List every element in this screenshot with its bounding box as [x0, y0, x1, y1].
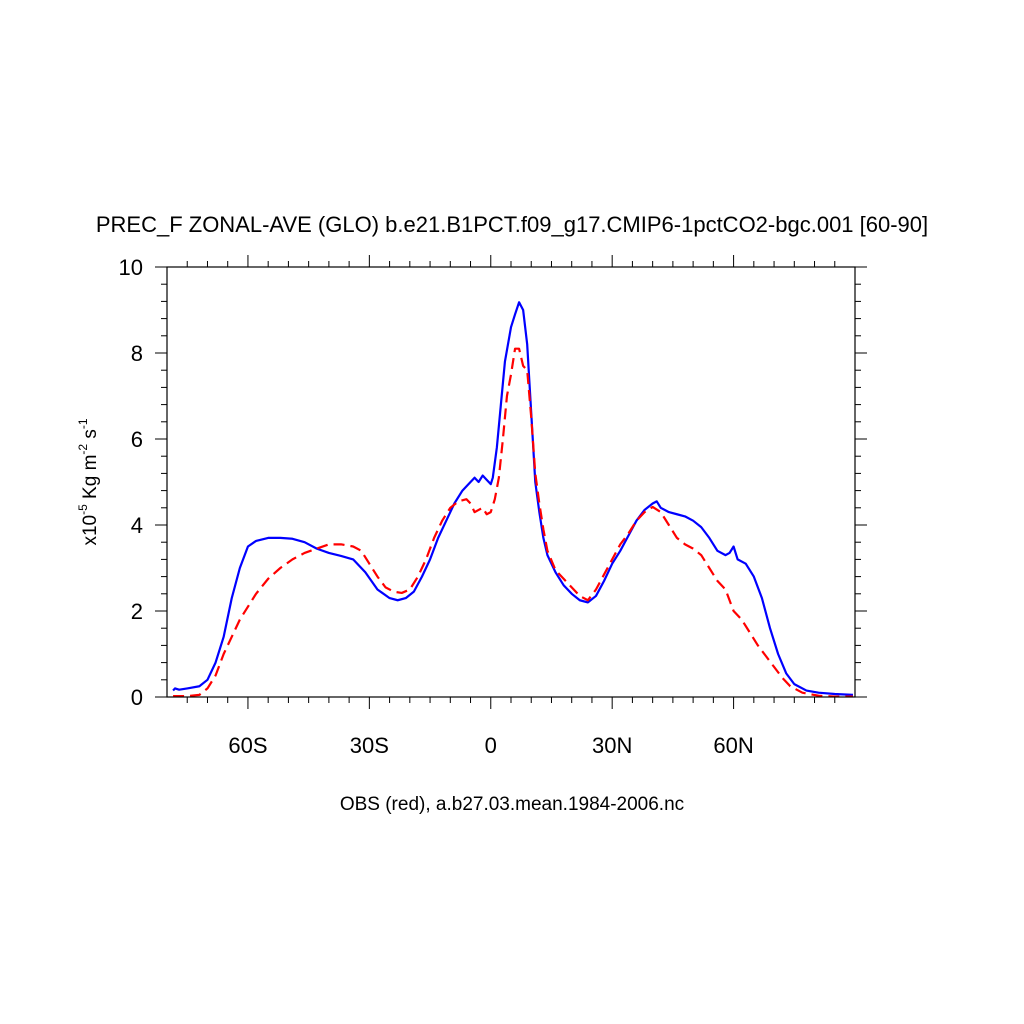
x-tick-label: 0	[485, 733, 497, 758]
y-axis-label-prefix: x10	[80, 515, 101, 546]
y-axis-label-units-a: Kg m	[80, 455, 101, 505]
series-line-1	[173, 347, 853, 697]
series-layer	[172, 301, 854, 697]
y-tick-label: 2	[131, 599, 143, 624]
x-tick-label: 60N	[713, 733, 753, 758]
y-tick-label: 8	[131, 341, 143, 366]
x-axis-label: OBS (red), a.b27.03.mean.1984-2006.nc	[340, 794, 684, 815]
x-tick-label: 30S	[350, 733, 389, 758]
chart-title: PREC_F ZONAL-AVE (GLO) b.e21.B1PCT.f09_g…	[96, 212, 928, 237]
series-line-0	[172, 301, 854, 696]
y-tick-label: 10	[119, 255, 143, 280]
y-axis-label-exponent: -5	[76, 504, 90, 515]
y-axis-label-exponent-b: -2	[76, 444, 90, 455]
y-axis-label-units-b: s	[80, 429, 101, 444]
y-tick-label: 0	[131, 685, 143, 710]
axis-layer: 0 2 4 6 8 10 60S 30S 0 30N 60N	[119, 255, 867, 758]
plot-area	[172, 301, 854, 697]
x-tick-label: 60S	[228, 733, 267, 758]
y-tick-label: 6	[131, 427, 143, 452]
x-tick-label: 30N	[592, 733, 632, 758]
y-axis-label-exponent-c: -1	[76, 418, 90, 429]
y-tick-label: 4	[131, 513, 143, 538]
y-axis-label: x10-5 Kg m-2 s-1	[76, 418, 101, 545]
